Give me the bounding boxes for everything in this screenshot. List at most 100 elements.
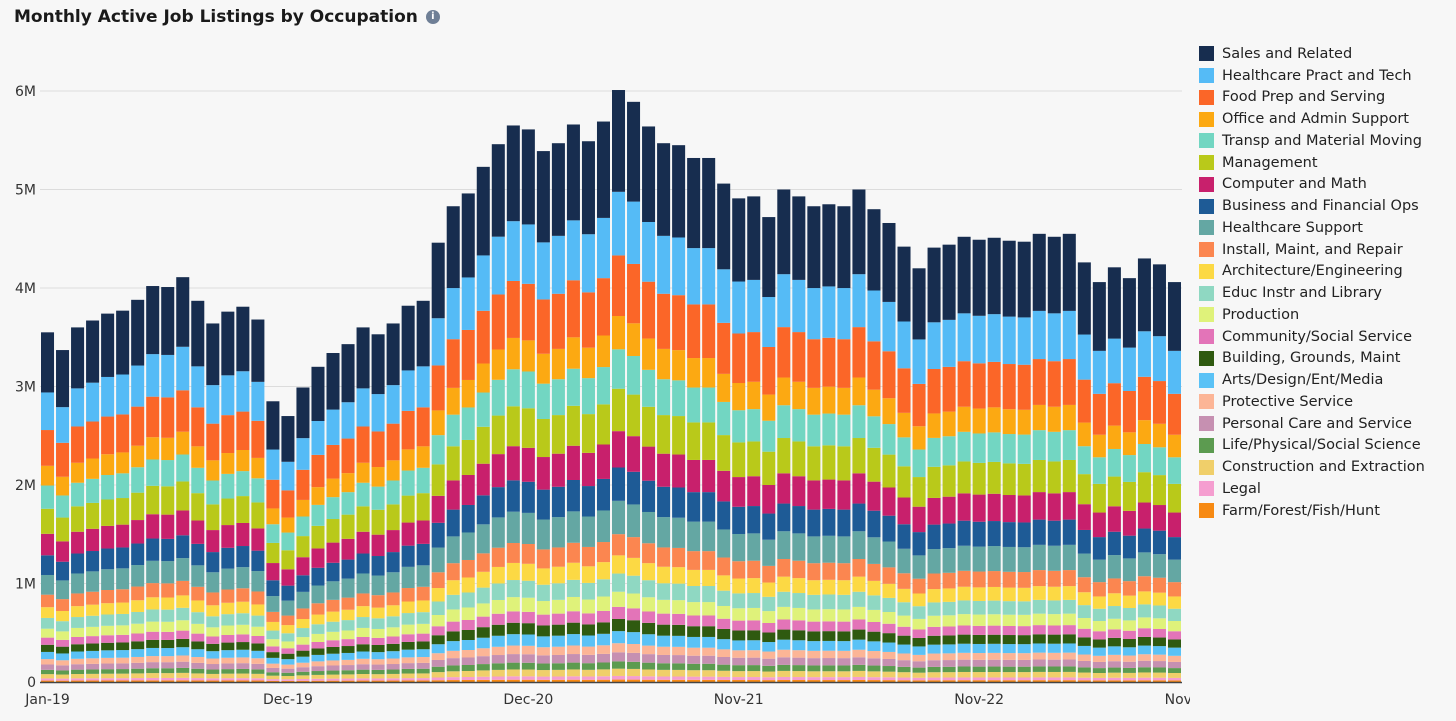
bar-segment[interactable] — [1122, 432, 1136, 456]
bar-segment[interactable] — [56, 610, 70, 622]
bar-segment[interactable] — [191, 586, 205, 601]
bar-segment[interactable] — [747, 332, 761, 382]
bar-segment[interactable] — [1107, 654, 1121, 662]
bar-segment[interactable] — [1077, 672, 1091, 678]
bar-segment[interactable] — [702, 636, 716, 648]
bar-segment[interactable] — [56, 660, 70, 666]
bar-segment[interactable] — [1002, 635, 1016, 645]
bar-segment[interactable] — [476, 571, 490, 588]
bar-segment[interactable] — [882, 454, 896, 488]
bar-segment[interactable] — [356, 627, 370, 637]
bar-segment[interactable] — [1002, 644, 1016, 654]
bar-segment[interactable] — [86, 626, 100, 637]
bar-segment[interactable] — [386, 678, 400, 681]
bar-segment[interactable] — [822, 631, 836, 641]
bar-segment[interactable] — [416, 680, 430, 682]
bar-segment[interactable] — [431, 410, 445, 436]
bar-segment[interactable] — [882, 623, 896, 634]
bar-segment[interactable] — [401, 370, 415, 411]
bar-segment[interactable] — [371, 652, 385, 660]
bar-segment[interactable] — [852, 657, 866, 665]
bar-segment[interactable] — [867, 609, 881, 622]
bar-segment[interactable] — [146, 680, 160, 682]
bar-segment[interactable] — [732, 630, 746, 641]
bar-segment[interactable] — [176, 431, 190, 455]
bar-segment[interactable] — [341, 402, 355, 439]
bar-segment[interactable] — [86, 458, 100, 479]
bar-segment[interactable] — [897, 644, 911, 654]
bar-segment[interactable] — [1032, 544, 1046, 571]
bar-segment[interactable] — [281, 659, 295, 665]
bar-segment[interactable] — [1062, 677, 1076, 681]
bar-segment[interactable] — [1032, 586, 1046, 600]
bar-segment[interactable] — [41, 555, 55, 575]
bar-segment[interactable] — [491, 236, 505, 295]
bar-segment[interactable] — [596, 444, 610, 479]
bar-segment[interactable] — [1152, 577, 1166, 593]
bar-segment[interactable] — [131, 492, 145, 521]
bar-segment[interactable] — [386, 664, 400, 670]
bar-segment[interactable] — [747, 578, 761, 594]
bar-segment[interactable] — [1047, 677, 1061, 681]
bar-segment[interactable] — [1047, 600, 1061, 615]
bar-segment[interactable] — [386, 572, 400, 593]
bar-segment[interactable] — [221, 589, 235, 603]
bar-segment[interactable] — [987, 407, 1001, 433]
bar-segment[interactable] — [401, 410, 415, 450]
bar-segment[interactable] — [251, 381, 265, 421]
bar-segment[interactable] — [86, 571, 100, 592]
bar-segment[interactable] — [176, 510, 190, 536]
bar-segment[interactable] — [942, 548, 956, 573]
bar-segment[interactable] — [86, 669, 100, 674]
bar-segment[interactable] — [236, 449, 250, 472]
bar-segment[interactable] — [146, 286, 160, 355]
bar-segment[interactable] — [446, 563, 460, 581]
bar-segment[interactable] — [221, 547, 235, 569]
bar-segment[interactable] — [251, 420, 265, 458]
bar-segment[interactable] — [612, 431, 626, 468]
bar-segment[interactable] — [762, 642, 776, 652]
bar-segment[interactable] — [882, 597, 896, 612]
bar-segment[interactable] — [401, 566, 415, 589]
bar-segment[interactable] — [1107, 661, 1121, 668]
bar-segment[interactable] — [807, 665, 821, 672]
bar-segment[interactable] — [71, 617, 85, 628]
bar-segment[interactable] — [56, 350, 70, 408]
bar-segment[interactable] — [566, 562, 580, 580]
bar-segment[interactable] — [416, 668, 430, 674]
bar-segment[interactable] — [672, 676, 686, 680]
bar-segment[interactable] — [401, 522, 415, 546]
bar-segment[interactable] — [642, 662, 656, 670]
bar-segment[interactable] — [266, 675, 280, 680]
bar-segment[interactable] — [581, 234, 595, 293]
bar-segment[interactable] — [296, 499, 310, 517]
bar-segment[interactable] — [386, 627, 400, 637]
bar-segment[interactable] — [146, 354, 160, 397]
bar-segment[interactable] — [792, 607, 806, 621]
bar-segment[interactable] — [431, 588, 445, 602]
bar-segment[interactable] — [897, 680, 911, 682]
bar-segment[interactable] — [642, 654, 656, 663]
bar-segment[interactable] — [551, 624, 565, 636]
bar-segment[interactable] — [1107, 448, 1121, 477]
bar-segment[interactable] — [401, 305, 415, 371]
bar-segment[interactable] — [837, 665, 851, 672]
bar-segment[interactable] — [41, 617, 55, 629]
bar-segment[interactable] — [942, 672, 956, 678]
bar-segment[interactable] — [792, 677, 806, 681]
bar-segment[interactable] — [71, 651, 85, 659]
bar-segment[interactable] — [987, 361, 1001, 408]
bar-segment[interactable] — [1017, 572, 1031, 588]
bar-segment[interactable] — [41, 669, 55, 675]
bar-segment[interactable] — [657, 679, 671, 682]
bar-segment[interactable] — [131, 678, 145, 681]
bar-segment[interactable] — [1092, 457, 1106, 484]
bar-segment[interactable] — [341, 559, 355, 579]
bar-segment[interactable] — [717, 401, 731, 436]
bar-segment[interactable] — [431, 635, 445, 645]
bar-segment[interactable] — [942, 319, 956, 367]
bar-segment[interactable] — [687, 676, 701, 680]
bar-segment[interactable] — [627, 394, 641, 437]
bar-segment[interactable] — [837, 563, 851, 581]
bar-segment[interactable] — [627, 436, 641, 472]
